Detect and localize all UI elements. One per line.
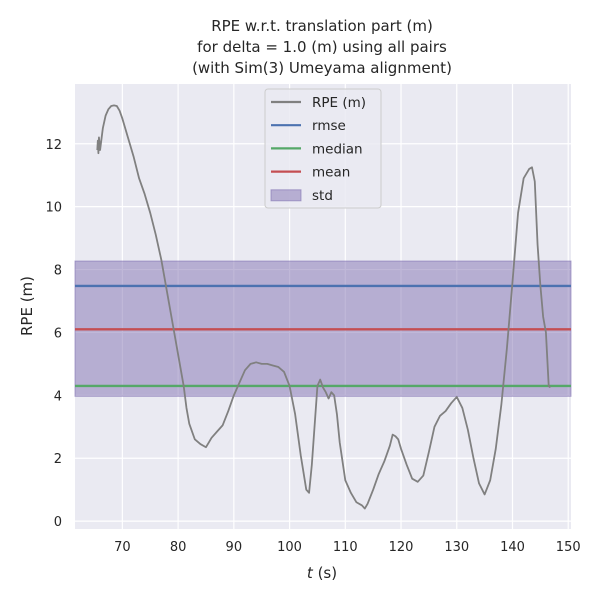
title-line-3: (with Sim(3) Umeyama alignment): [192, 59, 452, 77]
legend-box: [264, 88, 382, 209]
x-tick-label: 140: [500, 540, 525, 555]
chart-title: RPE w.r.t. translation part (m) for delt…: [192, 17, 452, 77]
legend-label: std: [312, 188, 333, 204]
y-tick-label: 0: [54, 515, 62, 530]
y-tick-label: 6: [54, 326, 62, 341]
y-tick-label: 10: [45, 201, 62, 216]
legend-label: median: [312, 141, 363, 157]
series-layer: [96, 104, 551, 510]
legend: RPE (m) rmse median mean std: [264, 88, 382, 209]
legend-label: mean: [312, 165, 350, 181]
x-axis-label-var: t: [307, 564, 314, 582]
x-tick-label: 100: [277, 540, 302, 555]
x-tick-label: 130: [444, 540, 469, 555]
x-tick-label: 70: [114, 540, 131, 555]
y-tick-label: 12: [45, 138, 62, 153]
y-tick-label: 2: [54, 452, 62, 467]
y-tick-labels: 0 2 4 6 8 10 12: [45, 138, 62, 530]
y-tick-label: 8: [54, 264, 62, 279]
x-tick-labels: 70 80 90 100 110 120 130 140 150: [114, 540, 581, 555]
rpe-series-line: [96, 104, 551, 510]
x-tick-label: 90: [226, 540, 243, 555]
x-axis-label-unit: (s): [313, 564, 337, 582]
title-line-1: RPE w.r.t. translation part (m): [211, 17, 433, 35]
x-tick-label: 120: [389, 540, 414, 555]
x-tick-label: 150: [556, 540, 581, 555]
title-line-2: for delta = 1.0 (m) using all pairs: [197, 38, 447, 56]
x-axis-label: t (s): [307, 564, 337, 582]
x-tick-label: 80: [170, 540, 187, 555]
y-axis-label: RPE (m): [18, 276, 36, 336]
legend-label: RPE (m): [312, 95, 366, 111]
x-tick-label: 110: [333, 540, 358, 555]
y-tick-label: 4: [54, 389, 62, 404]
legend-swatch-std: [270, 189, 302, 202]
legend-label: rmse: [312, 118, 346, 134]
